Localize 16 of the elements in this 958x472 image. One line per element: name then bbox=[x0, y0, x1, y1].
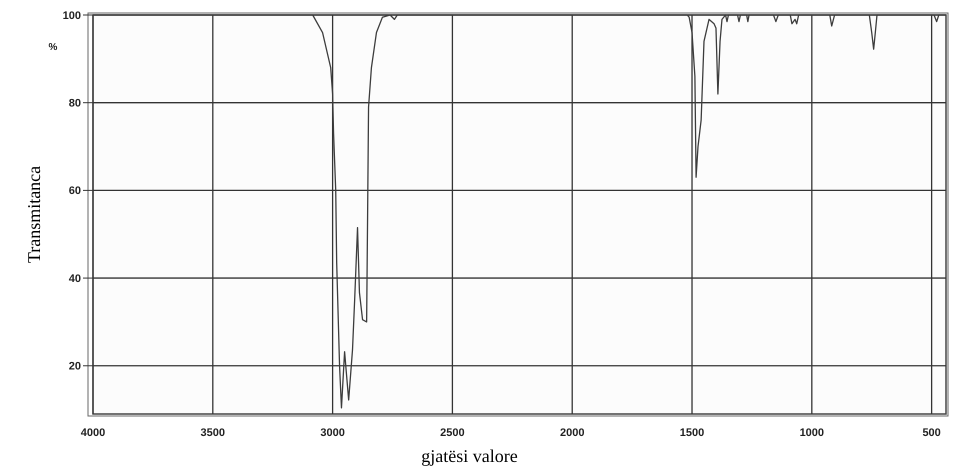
x-tick-label: 2000 bbox=[560, 427, 584, 439]
x-tick-label: 1000 bbox=[800, 427, 824, 439]
x-tick-label: 3500 bbox=[200, 427, 226, 439]
x-tick-label: 2500 bbox=[440, 427, 465, 439]
x-tick-label: 3000 bbox=[320, 427, 345, 439]
y-tick-label: 80 bbox=[68, 98, 81, 110]
y-tick-label: 20 bbox=[68, 360, 81, 373]
y-tick-label: 100 bbox=[62, 10, 81, 22]
x-tick-label: 1500 bbox=[680, 427, 704, 439]
y-tick-label: 40 bbox=[68, 272, 81, 285]
text: % bbox=[48, 42, 58, 53]
x-tick-label: 4000 bbox=[80, 427, 106, 439]
y-tick-label: 60 bbox=[68, 185, 81, 198]
x-axis-title: gjatësi valore bbox=[421, 446, 518, 466]
x-tick-label: 500 bbox=[922, 427, 941, 439]
y-axis-title: Transmitanca bbox=[24, 166, 44, 264]
